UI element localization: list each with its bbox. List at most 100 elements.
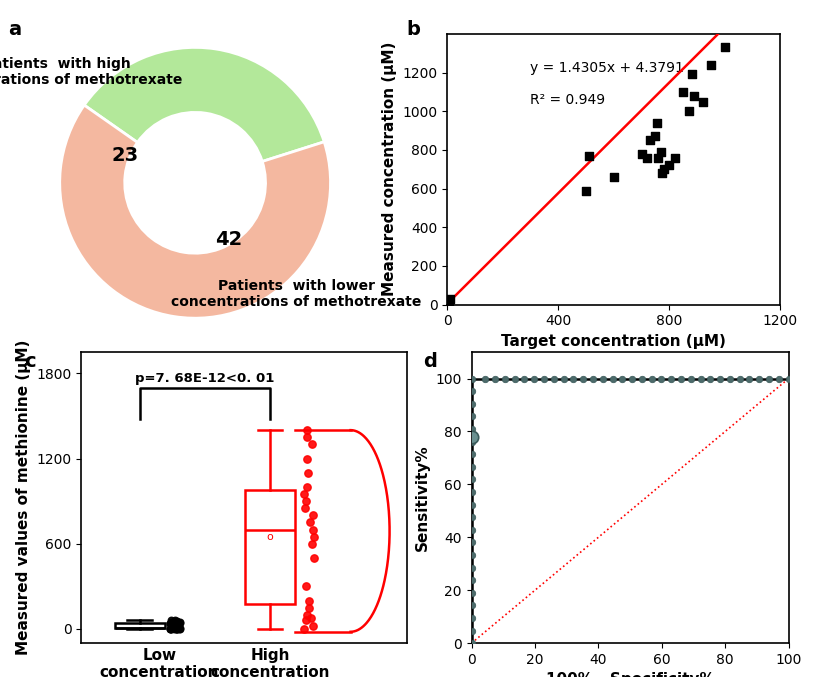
- Point: [167, 622, 180, 633]
- Point: [168, 614, 181, 625]
- Point: [719, 42, 732, 53]
- Point: [171, 615, 184, 626]
- Point: [167, 622, 180, 633]
- Point: [528, 373, 541, 384]
- Point: [465, 487, 478, 498]
- Point: [167, 623, 180, 634]
- Point: [172, 621, 185, 632]
- Text: d: d: [423, 352, 437, 371]
- Text: Patients  with lower
concentrations of methotrexate: Patients with lower concentrations of me…: [172, 279, 422, 309]
- Point: [641, 152, 654, 163]
- Point: [580, 185, 593, 196]
- Point: [172, 617, 185, 628]
- Point: [298, 624, 311, 634]
- Point: [465, 411, 478, 422]
- Point: [656, 168, 669, 179]
- Point: [167, 623, 180, 634]
- Text: Patients  with high
concentrations of methotrexate: Patients with high concentrations of met…: [0, 57, 182, 87]
- Point: [307, 524, 320, 535]
- Point: [169, 619, 182, 630]
- Point: [663, 160, 676, 171]
- Point: [165, 622, 178, 633]
- Point: [465, 524, 478, 535]
- Point: [165, 618, 178, 629]
- Point: [465, 431, 478, 442]
- Point: [655, 373, 668, 384]
- Wedge shape: [59, 105, 331, 318]
- Point: [163, 619, 176, 630]
- Text: c: c: [24, 352, 36, 371]
- Point: [465, 550, 478, 561]
- Point: [733, 373, 746, 384]
- Point: [169, 623, 182, 634]
- Point: [567, 373, 580, 384]
- Point: [685, 373, 698, 384]
- Point: [304, 612, 317, 623]
- Point: [465, 638, 478, 649]
- Y-axis label: Measured concentration (μM): Measured concentration (μM): [382, 42, 397, 297]
- Point: [675, 373, 688, 384]
- PathPatch shape: [115, 624, 164, 628]
- Point: [306, 439, 319, 450]
- Point: [714, 373, 727, 384]
- Point: [307, 510, 320, 521]
- Point: [465, 512, 478, 523]
- Point: [582, 150, 595, 161]
- Point: [676, 87, 689, 97]
- Point: [171, 623, 184, 634]
- Point: [164, 615, 177, 626]
- Point: [307, 552, 320, 563]
- Point: [167, 617, 180, 628]
- Point: [465, 562, 478, 573]
- Y-axis label: Sensitivity%: Sensitivity%: [415, 444, 430, 551]
- Point: [302, 467, 315, 478]
- Point: [643, 135, 656, 146]
- Point: [625, 373, 638, 384]
- Point: [307, 621, 320, 632]
- Point: [576, 373, 589, 384]
- Point: [465, 449, 478, 460]
- Point: [164, 617, 177, 628]
- Point: [606, 373, 619, 384]
- Text: R² = 0.949: R² = 0.949: [530, 93, 606, 108]
- Point: [465, 499, 478, 510]
- Point: [489, 373, 502, 384]
- PathPatch shape: [246, 491, 294, 604]
- Point: [465, 588, 478, 598]
- Point: [165, 623, 178, 634]
- Point: [306, 538, 319, 549]
- Text: y = 1.4305x + 4.3791: y = 1.4305x + 4.3791: [530, 61, 685, 75]
- Point: [465, 373, 478, 384]
- Point: [173, 623, 186, 634]
- Point: [163, 623, 176, 634]
- Point: [303, 517, 316, 528]
- Point: [169, 623, 182, 634]
- Point: [652, 152, 665, 163]
- Point: [307, 531, 320, 542]
- Point: [170, 618, 183, 629]
- Point: [498, 373, 511, 384]
- Point: [164, 624, 177, 634]
- Point: [650, 117, 663, 128]
- Point: [518, 373, 531, 384]
- Text: b: b: [406, 20, 420, 39]
- Point: [465, 625, 478, 636]
- Point: [168, 621, 181, 632]
- Point: [635, 373, 648, 384]
- Point: [658, 164, 671, 175]
- Point: [465, 613, 478, 624]
- Point: [165, 624, 178, 634]
- Point: [596, 373, 609, 384]
- X-axis label: 100% - Specificity%: 100% - Specificity%: [546, 672, 715, 677]
- Point: [724, 373, 737, 384]
- Point: [688, 90, 701, 101]
- Point: [607, 171, 620, 182]
- Point: [465, 474, 478, 485]
- Point: [465, 537, 478, 548]
- Point: [300, 424, 313, 435]
- Text: o: o: [267, 531, 273, 542]
- Point: [169, 624, 182, 634]
- Point: [694, 373, 707, 384]
- Point: [705, 60, 718, 70]
- Point: [300, 453, 313, 464]
